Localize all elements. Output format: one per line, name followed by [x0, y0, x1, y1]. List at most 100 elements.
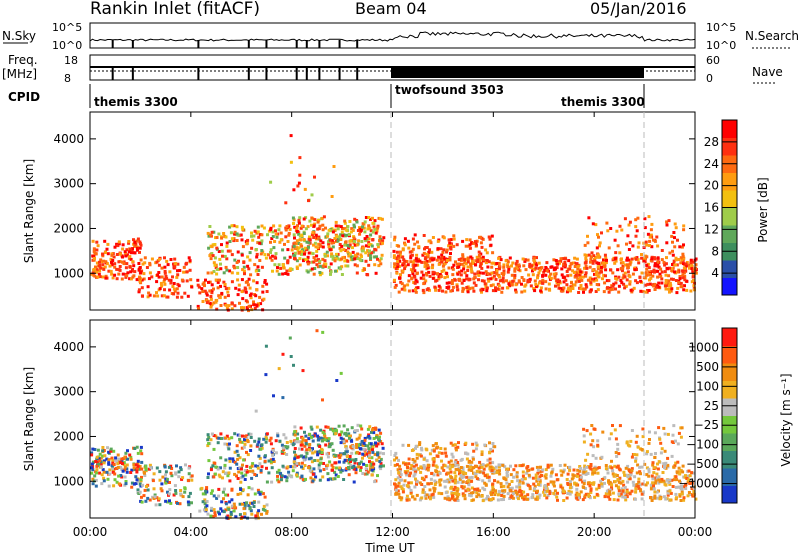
scatter-cell — [690, 471, 694, 475]
scatter-cell — [298, 216, 302, 220]
scatter-cell — [118, 252, 122, 256]
scatter-cell — [375, 444, 379, 448]
scatter-cell — [214, 465, 218, 469]
scatter-cell — [399, 250, 402, 254]
scatter-cell — [140, 452, 144, 456]
scatter-cell — [445, 272, 449, 275]
scatter-cell — [449, 289, 453, 293]
scatter-cell — [517, 279, 521, 283]
scatter-cell — [624, 498, 628, 502]
scatter-cell — [243, 478, 247, 481]
scatter-cell — [113, 265, 117, 269]
scatter-cell — [375, 433, 379, 437]
scatter-cell — [115, 267, 119, 271]
scatter-cell — [479, 288, 483, 292]
scatter-cell — [480, 494, 484, 498]
scatter-cell — [123, 483, 127, 487]
scatter-cell — [373, 452, 377, 456]
scatter-cell — [647, 441, 651, 445]
scatter-cell — [449, 470, 453, 474]
scatter-cell — [619, 279, 623, 282]
scatter-cell — [414, 288, 417, 291]
scatter-cell — [587, 481, 591, 485]
scatter-cell — [516, 479, 520, 483]
scatter-cell — [432, 257, 436, 261]
scatter-cell — [334, 466, 338, 470]
scatter-cell — [237, 288, 241, 292]
scatter-cell — [688, 474, 692, 478]
scatter-cell — [324, 425, 328, 429]
scatter-cell — [378, 451, 382, 455]
scatter-cell — [166, 490, 169, 494]
scatter-cell — [140, 500, 144, 504]
scatter-cell — [212, 230, 216, 234]
scatter-cell — [210, 289, 214, 293]
scatter-cell — [472, 289, 476, 293]
scatter-cell — [569, 289, 572, 293]
scatter-cell — [102, 470, 106, 474]
scatter-cell — [477, 466, 481, 470]
scatter-cell — [129, 471, 133, 474]
scatter-cell — [103, 239, 107, 243]
scatter-cell — [101, 263, 105, 267]
scatter-cell — [678, 479, 681, 483]
scatter-cell — [292, 363, 295, 367]
scatter-cell — [339, 249, 343, 253]
scatter-cell — [659, 275, 663, 278]
scatter-cell — [503, 465, 507, 469]
scatter-cell — [185, 270, 189, 274]
scatter-cell — [125, 470, 129, 474]
scatter-cell — [460, 262, 464, 266]
scatter-cell — [370, 468, 374, 472]
scatter-cell — [674, 492, 678, 496]
scatter-cell — [366, 227, 370, 231]
scatter-cell — [546, 465, 550, 469]
scatter-cell — [429, 257, 433, 261]
scatter-cell — [129, 270, 133, 274]
scatter-cell — [589, 282, 593, 286]
scatter-cell — [246, 264, 250, 268]
scatter-cell — [652, 466, 656, 470]
scatter-cell — [625, 495, 629, 499]
scatter-cell — [473, 487, 477, 491]
scatter-cell — [628, 282, 632, 286]
scatter-cell — [372, 225, 376, 229]
scatter-cell — [92, 254, 96, 258]
scatter-cell — [645, 243, 649, 247]
scatter-cell — [427, 464, 431, 467]
scatter-cell — [508, 488, 512, 492]
scatter-cell — [428, 288, 431, 292]
scatter-cell — [108, 264, 112, 268]
scatter-cell — [441, 264, 445, 268]
scatter-cell — [502, 498, 505, 501]
scatter-cell — [444, 491, 448, 495]
scatter-cell — [443, 276, 447, 280]
scatter-cell — [663, 466, 666, 470]
scatter-cell — [499, 482, 503, 486]
scatter-cell — [369, 442, 373, 446]
scatter-cell — [158, 503, 162, 507]
scatter-cell — [155, 291, 158, 295]
scatter-cell — [378, 460, 382, 463]
scatter-cell — [399, 280, 403, 284]
scatter-cell — [589, 467, 593, 471]
scatter-cell — [562, 286, 566, 290]
scatter-cell — [451, 279, 454, 282]
scatter-cell — [590, 255, 593, 259]
scatter-cell — [135, 278, 139, 282]
scatter-cell — [318, 273, 322, 277]
scatter-cell — [497, 261, 501, 265]
scatter-cell — [604, 467, 608, 471]
scatter-cell — [358, 232, 362, 236]
scatter-cell — [495, 269, 499, 272]
scatter-cell — [323, 259, 327, 263]
scatter-cell — [679, 499, 683, 502]
scatter-cell — [319, 457, 323, 461]
scatter-cell — [377, 437, 380, 441]
scatter-cell — [424, 475, 428, 479]
scatter-cell — [536, 497, 539, 501]
scatter-cell — [129, 277, 133, 281]
scatter-cell — [117, 459, 121, 463]
scatter-cell — [468, 238, 472, 242]
scatter-cell — [611, 469, 615, 473]
